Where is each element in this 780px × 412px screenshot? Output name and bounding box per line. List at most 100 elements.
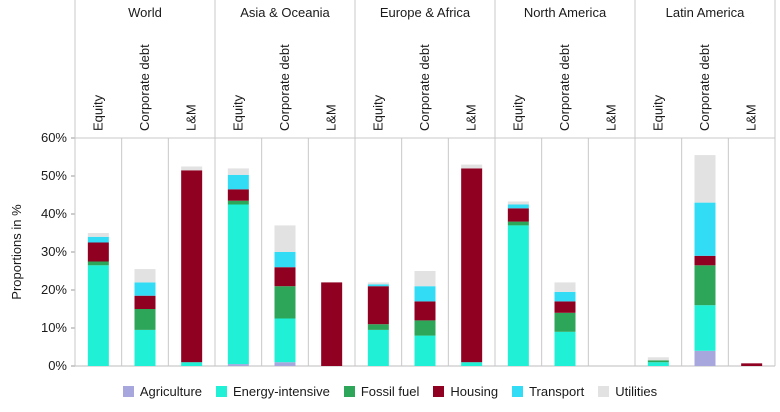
category-label: L&M xyxy=(324,104,339,131)
bar-segment-fossil-fuel xyxy=(227,200,249,205)
bar-segment-energy-intensive xyxy=(694,305,716,351)
bar-segment-utilities xyxy=(274,225,296,252)
bar-segment-fossil-fuel xyxy=(647,360,669,363)
bar-segment-transport xyxy=(507,204,529,209)
bar-segment-housing xyxy=(554,301,576,313)
bar-segment-utilities xyxy=(507,201,529,205)
category-label: Equity xyxy=(650,94,665,131)
category-label: Corporate debt xyxy=(137,44,152,131)
category-label: Equity xyxy=(230,94,245,131)
bar-segment-utilities xyxy=(227,168,249,175)
legend-swatch xyxy=(122,385,134,397)
legend-label: Agriculture xyxy=(139,383,202,399)
bar-segment-utilities xyxy=(181,166,203,171)
category-label: Equity xyxy=(90,94,105,131)
legend-item: Housing xyxy=(433,384,498,399)
y-tick-label: 50% xyxy=(41,168,67,183)
bar-segment-housing xyxy=(87,242,109,262)
bar-segment-energy-intensive xyxy=(134,329,156,366)
bar-segment-transport xyxy=(414,286,436,302)
bar-segment-transport xyxy=(87,236,109,243)
group-label: Europe & Africa xyxy=(380,5,471,20)
bar-segment-utilities xyxy=(134,269,156,283)
y-tick-label: 40% xyxy=(41,206,67,221)
category-label: L&M xyxy=(744,104,759,131)
legend-label: Transport xyxy=(529,383,585,399)
bar-segment-transport xyxy=(694,202,716,256)
legend-swatch xyxy=(216,385,227,397)
y-tick-label: 0% xyxy=(48,358,67,373)
bar-segment-fossil-fuel xyxy=(554,312,576,332)
bar-segment-energy-intensive xyxy=(227,204,249,365)
legend-item: Fossil fuel xyxy=(343,384,419,399)
category-label: Corporate debt xyxy=(417,44,432,131)
bar-segment-energy-intensive xyxy=(461,362,483,366)
bar-segment-fossil-fuel xyxy=(274,286,296,319)
bar-segment-energy-intensive xyxy=(181,362,203,366)
bar-segment-energy-intensive xyxy=(87,265,109,366)
group-label: World xyxy=(128,5,162,20)
category-label: L&M xyxy=(604,104,619,131)
bar-segment-utilities xyxy=(694,155,716,203)
legend-label: Housing xyxy=(450,383,499,399)
bar-segment-utilities xyxy=(461,164,483,169)
bar-segment-transport xyxy=(274,252,296,268)
group-label: North America xyxy=(524,5,607,20)
bar-segment-housing xyxy=(227,189,249,201)
bar-segment-transport xyxy=(134,282,156,296)
bar-segment-agriculture xyxy=(694,350,716,366)
legend-label: Utilities xyxy=(615,383,658,399)
bar-segment-fossil-fuel xyxy=(134,309,156,330)
legend-label: Energy-intensive xyxy=(233,383,330,399)
bar-segment-housing xyxy=(367,286,389,325)
bar-segment-utilities xyxy=(647,357,669,361)
bar-segment-agriculture xyxy=(227,364,249,366)
bar-segment-housing xyxy=(134,295,156,309)
category-label: Corporate debt xyxy=(557,44,572,131)
bar-segment-energy-intensive xyxy=(554,331,576,366)
bar-segment-housing xyxy=(414,301,436,321)
y-axis-title: Proportions in % xyxy=(9,204,24,300)
legend-swatch xyxy=(512,385,524,397)
bar-segment-energy-intensive xyxy=(274,318,296,363)
bar-segment-energy-intensive xyxy=(367,329,389,366)
legend-item: Agriculture xyxy=(122,383,202,399)
category-label: Equity xyxy=(370,94,385,131)
y-tick-label: 30% xyxy=(41,244,67,259)
bar-segment-housing xyxy=(461,168,483,363)
category-label: L&M xyxy=(184,104,199,131)
bar-segment-agriculture xyxy=(274,362,296,366)
category-label: Corporate debt xyxy=(697,44,712,131)
bar-segment-fossil-fuel xyxy=(367,324,389,330)
bar-segment-fossil-fuel xyxy=(694,265,716,306)
legend-item: Transport xyxy=(512,384,584,399)
bar-segment-housing xyxy=(507,208,529,222)
bar-segment-energy-intensive xyxy=(647,362,669,366)
bar-segment-fossil-fuel xyxy=(87,261,109,266)
legend-swatch xyxy=(343,385,355,397)
bar-segment-housing xyxy=(181,170,203,363)
legend: Agriculture Energy-intensive Fossil fuel Ho… xyxy=(0,379,780,403)
bar-segment-utilities xyxy=(367,282,389,285)
group-label: Latin America xyxy=(666,5,746,20)
bar-segment-fossil-fuel xyxy=(507,221,529,226)
y-tick-label: 10% xyxy=(41,320,67,335)
bar-segment-transport xyxy=(227,174,249,190)
bar-segment-energy-intensive xyxy=(507,225,529,366)
bar-segment-utilities xyxy=(414,271,436,287)
bar-segment-utilities xyxy=(554,282,576,292)
bar-segment-utilities xyxy=(87,233,109,237)
category-label: Equity xyxy=(510,94,525,131)
y-tick-label: 60% xyxy=(41,130,67,145)
legend-swatch xyxy=(433,385,445,397)
bar-segment-fossil-fuel xyxy=(414,320,436,336)
bar-segment-housing xyxy=(741,363,763,366)
legend-item: Energy-intensive xyxy=(216,384,330,399)
legend-item: Utilities xyxy=(598,384,657,399)
bar-segment-housing xyxy=(274,267,296,287)
bar-segment-housing xyxy=(694,255,716,266)
y-tick-label: 20% xyxy=(41,282,67,297)
category-label: L&M xyxy=(464,104,479,131)
